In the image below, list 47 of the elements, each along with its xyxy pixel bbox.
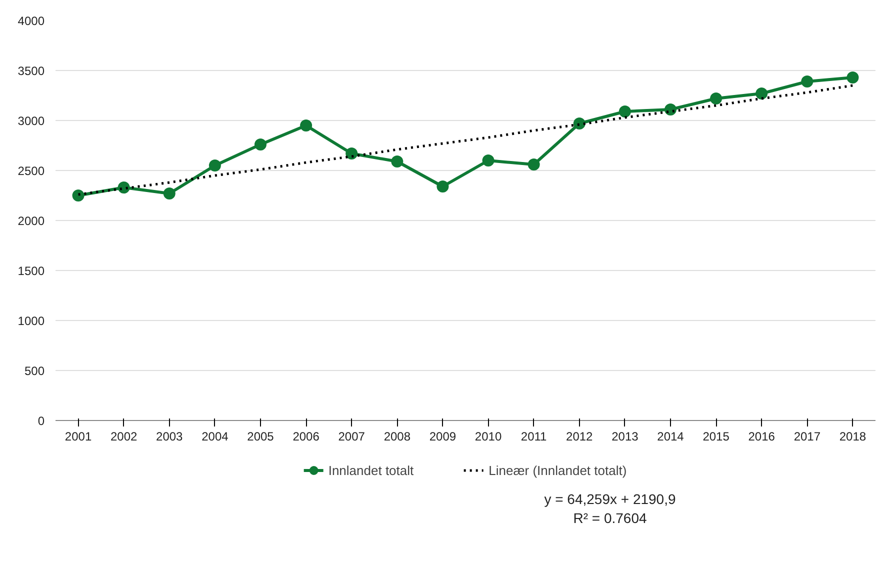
point <box>710 92 722 104</box>
x-tick-label: 2006 <box>292 430 320 444</box>
x-tick-label: 2008 <box>384 430 411 444</box>
x-tick-label: 2016 <box>748 430 776 444</box>
legend-label: Lineær (Innlandet totalt) <box>488 462 627 478</box>
x-tick-label: 2018 <box>839 430 866 444</box>
x-tick-label: 2015 <box>702 430 730 444</box>
legend-label: Innlandet totalt <box>328 462 414 478</box>
x-tick-label: 2001 <box>64 430 92 444</box>
x-tick-label: 2004 <box>202 430 229 444</box>
x-tick-label: 2003 <box>156 430 184 444</box>
y-tick-label: 1500 <box>18 264 45 278</box>
x-tick-label: 2007 <box>338 430 366 444</box>
y-tick-label: 4000 <box>18 14 45 28</box>
point <box>482 154 494 166</box>
y-tick-label: 0 <box>38 414 45 428</box>
x-tick-label: 2011 <box>520 430 548 444</box>
x-tick-label: 2010 <box>474 430 502 444</box>
point <box>436 180 449 192</box>
x-tick-label: 2002 <box>110 430 138 444</box>
point <box>801 76 814 88</box>
x-tick-label: 2014 <box>657 430 684 444</box>
y-tick-label: 3000 <box>18 114 45 128</box>
point <box>391 156 404 168</box>
text: R² = 0.7604 <box>573 510 647 526</box>
y-tick-label: 2000 <box>18 214 45 228</box>
point <box>254 138 266 150</box>
y-tick-label: 500 <box>24 364 45 378</box>
point <box>208 160 221 172</box>
x-tick-label: 2012 <box>566 430 594 444</box>
y-tick-label: 3500 <box>18 64 45 78</box>
point <box>163 188 176 200</box>
point <box>300 120 312 132</box>
x-tick-label: 2017 <box>794 430 821 444</box>
text: y = 64,259x + 2190,9 <box>544 491 676 507</box>
x-tick-label: 2005 <box>247 430 274 444</box>
point <box>846 72 859 84</box>
y-tick-label: 2500 <box>18 164 45 178</box>
point <box>528 158 540 170</box>
y-tick-label: 1000 <box>18 314 45 328</box>
point <box>346 148 358 160</box>
x-tick-label: 2009 <box>429 430 456 444</box>
point <box>72 190 84 202</box>
point <box>756 88 768 100</box>
point <box>618 106 631 118</box>
point <box>573 118 586 130</box>
x-tick-label: 2013 <box>612 430 639 444</box>
